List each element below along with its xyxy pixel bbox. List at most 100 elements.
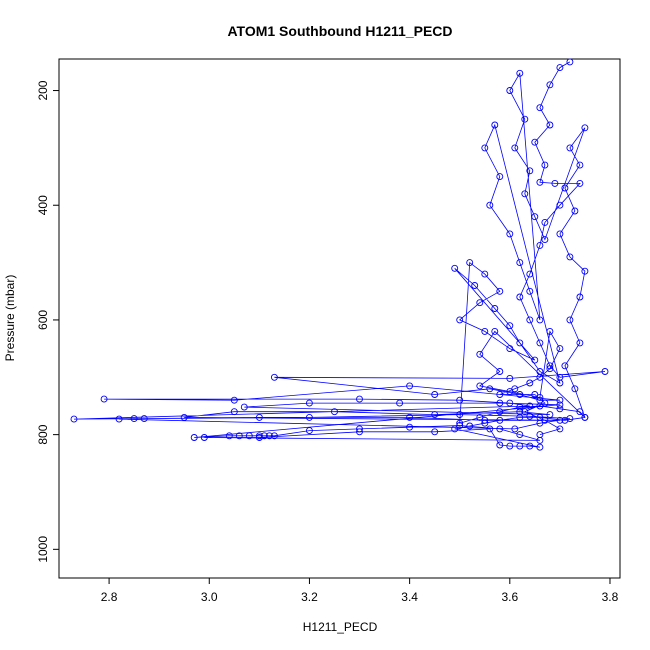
data-point	[356, 395, 363, 403]
data-point	[255, 413, 263, 421]
data-point	[566, 253, 574, 261]
data-point	[516, 442, 524, 450]
data-point	[566, 415, 574, 423]
data-point	[526, 167, 534, 175]
x-axis-label: H1211_PECD	[303, 620, 378, 634]
data-point	[556, 405, 564, 413]
data-point	[481, 419, 489, 427]
data-point	[581, 413, 589, 421]
data-point	[516, 403, 524, 411]
y-tick-label: 200	[36, 80, 50, 100]
data-point	[200, 434, 208, 441]
data-point	[521, 115, 529, 123]
data-point	[521, 190, 529, 198]
data-point	[481, 270, 489, 278]
data-point	[225, 432, 233, 440]
data-point	[521, 408, 529, 416]
data-point	[471, 282, 479, 289]
plot-area	[70, 58, 609, 451]
data-point	[180, 413, 188, 421]
data-point	[576, 161, 584, 169]
data-point	[456, 316, 464, 324]
data-point	[100, 395, 108, 403]
series-0	[70, 58, 609, 451]
data-point	[536, 413, 544, 421]
data-point	[240, 403, 248, 411]
plot-frame	[58, 58, 621, 579]
data-point	[516, 391, 524, 398]
data-point	[466, 259, 474, 267]
y-tick-label: 400	[36, 195, 50, 215]
data-point	[496, 408, 504, 416]
data-point	[536, 339, 544, 347]
data-point	[571, 385, 579, 393]
data-point	[556, 396, 564, 404]
data-point	[541, 218, 549, 226]
data-point	[481, 327, 489, 335]
data-point	[356, 428, 363, 436]
x-tick-label: 3.0	[201, 590, 218, 604]
data-point	[496, 441, 504, 449]
data-point	[466, 422, 474, 430]
data-point	[526, 402, 534, 410]
data-point	[546, 365, 554, 373]
data-point	[511, 425, 519, 433]
data-point	[496, 287, 504, 295]
data-point	[566, 58, 574, 66]
data-point	[235, 432, 243, 440]
data-point	[115, 415, 123, 423]
data-point	[536, 402, 544, 410]
data-point	[531, 138, 539, 146]
data-point	[536, 393, 544, 401]
data-point	[456, 411, 464, 419]
y-axis-label: Pressure (mbar)	[3, 275, 17, 362]
data-point	[265, 432, 273, 440]
x-tick-label: 3.6	[501, 590, 518, 604]
data-point	[526, 412, 534, 420]
data-point	[406, 413, 414, 421]
data-point	[481, 144, 489, 152]
x-tick-label: 3.4	[401, 590, 418, 604]
data-point	[516, 69, 524, 77]
data-point	[541, 399, 549, 407]
data-point	[576, 293, 584, 301]
data-point	[561, 184, 569, 192]
data-point	[516, 293, 524, 301]
data-point	[566, 144, 574, 152]
data-point	[556, 401, 564, 409]
data-point	[305, 427, 313, 435]
y-tick-label: 600	[36, 310, 50, 330]
data-point	[305, 399, 313, 407]
data-point	[431, 428, 439, 436]
data-point	[576, 408, 584, 416]
data-point	[270, 432, 278, 440]
data-point	[516, 413, 524, 421]
data-point	[496, 399, 504, 407]
data-point	[526, 316, 534, 324]
data-point	[190, 434, 198, 441]
data-point	[491, 305, 499, 312]
data-point	[581, 267, 589, 275]
data-point	[536, 241, 544, 249]
data-point	[476, 413, 484, 421]
data-point	[566, 316, 574, 324]
data-point	[556, 379, 564, 387]
data-point	[230, 408, 238, 416]
data-point	[486, 385, 494, 393]
data-point	[406, 382, 414, 390]
data-point	[230, 396, 238, 404]
data-point	[506, 374, 514, 382]
data-point	[496, 391, 504, 398]
data-point	[305, 413, 313, 421]
data-point	[476, 382, 484, 390]
data-point	[526, 442, 534, 450]
series-line	[73, 61, 606, 448]
data-point	[546, 327, 554, 335]
data-point	[526, 287, 534, 295]
chart-title: ATOM1 Southbound H1211_PECD	[227, 23, 452, 39]
data-point	[546, 81, 554, 89]
data-point	[531, 391, 539, 398]
data-point	[546, 121, 554, 129]
y-tick-label: 800	[36, 424, 50, 444]
